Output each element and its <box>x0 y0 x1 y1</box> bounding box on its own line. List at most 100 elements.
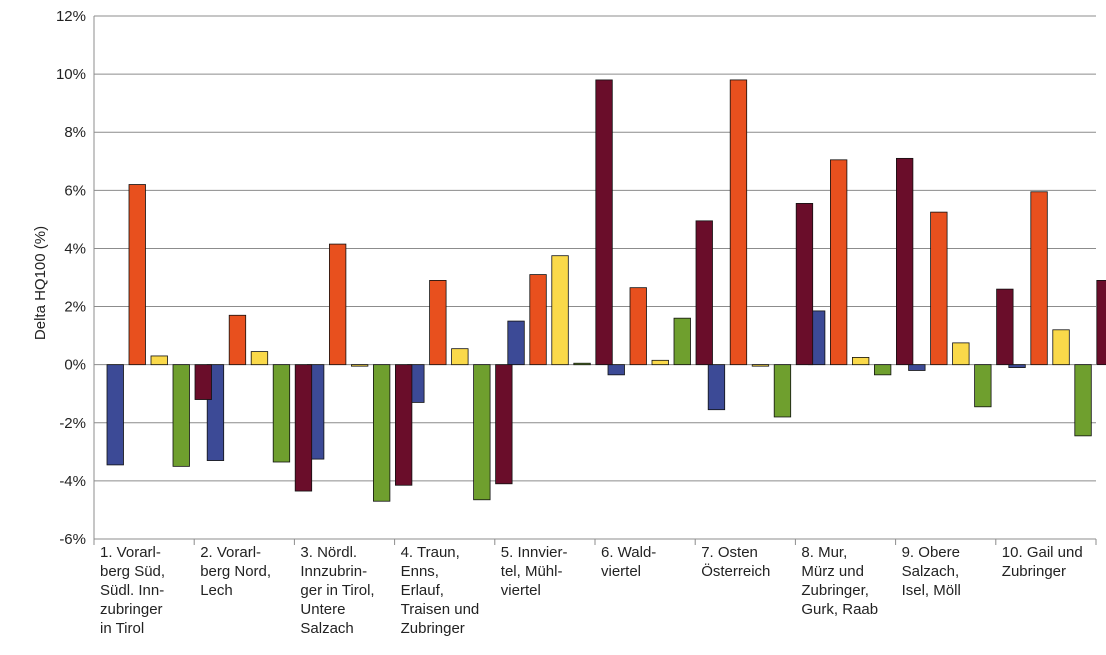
bar <box>1008 364 1026 368</box>
category-labels: 1. Vorarl-berg Süd, Südl. Inn-zubringer in… <box>100 544 1083 637</box>
category-label-line: 8. Mur, <box>801 544 847 561</box>
bar <box>228 314 247 366</box>
category-label-line: Innzubrin- <box>300 563 367 580</box>
category-label-line: Südl. Inn- <box>100 582 164 599</box>
bar <box>1052 329 1070 366</box>
category-label-line: ger in Tirol, <box>300 582 374 599</box>
y-tick-label: 6% <box>64 182 86 199</box>
category-label-line: Gurk, Raab <box>801 601 878 618</box>
bar <box>852 357 870 366</box>
y-tick-label: 0% <box>64 357 86 374</box>
y-tick-label: 12% <box>56 8 86 25</box>
category-label-line: berg Süd, <box>100 563 165 580</box>
y-tick-label: -4% <box>59 473 86 490</box>
bar <box>695 220 713 366</box>
category-label: 1. Vorarl-berg Süd, Südl. Inn-zubringer in… <box>100 544 165 637</box>
category-label-line: berg Nord, <box>200 563 271 580</box>
y-tick-label: 10% <box>56 66 86 83</box>
y-axis-label: Delta HQ100 (%) <box>32 226 49 340</box>
bar <box>473 364 491 501</box>
category-label-line: 5. Innvier- <box>501 544 568 561</box>
category-label-line: 4. Traun, <box>401 544 460 561</box>
bar <box>328 243 347 366</box>
category-label: 4. Traun, Enns, Erlauf, Traisen und Zubringe… <box>401 544 480 637</box>
category-label-line: 6. Wald- <box>601 544 656 561</box>
category-label-line: Enns, <box>401 563 439 580</box>
y-tick-label: 2% <box>64 299 86 316</box>
bar <box>573 362 591 366</box>
bar <box>495 364 513 485</box>
bar <box>830 159 848 366</box>
category-label-line: 3. Nördl. <box>300 544 357 561</box>
bar <box>751 364 770 367</box>
category-label-line: Zubringer, <box>801 582 869 599</box>
bar <box>1074 364 1092 437</box>
category-label-line: viertel <box>601 563 641 580</box>
category-label-line: zubringer <box>100 601 163 618</box>
bar <box>350 364 369 367</box>
category-label-line: viertel <box>501 582 541 599</box>
bar <box>896 157 914 366</box>
category-label-line: 2. Vorarl- <box>200 544 261 561</box>
category-label: 6. Wald-viertel <box>601 544 656 580</box>
category-label-line: Zubringer <box>401 620 465 637</box>
bar <box>595 79 613 366</box>
bar <box>272 364 291 463</box>
category-label-line: 1. Vorarl- <box>100 544 161 561</box>
bar <box>996 288 1014 366</box>
bar <box>908 364 926 371</box>
bar <box>795 203 814 366</box>
y-tick-label: 8% <box>64 124 86 141</box>
category-label-line: 10. Gail und <box>1002 544 1083 561</box>
category-label-line: Lech <box>200 582 233 599</box>
bar <box>974 364 992 408</box>
bar <box>1030 191 1048 366</box>
bar <box>930 211 948 366</box>
bar <box>773 364 792 418</box>
category-label-line: in Tirol <box>100 620 144 637</box>
category-label-line: Untere <box>300 601 345 618</box>
category-label-line: Mürz und <box>801 563 864 580</box>
category-label-line: Österreich <box>701 562 770 580</box>
bar <box>529 274 547 366</box>
bar <box>429 280 447 366</box>
category-label: 5. Innvier-tel, Mühl-viertel <box>501 544 568 599</box>
category-label-line: Salzach <box>300 620 353 637</box>
bars <box>106 79 1106 502</box>
y-tick-labels: -6% -4% -2% 0% 2% 4% 6% 8% 10% 12% <box>56 8 86 548</box>
axes <box>93 16 1097 545</box>
category-label-line: Salzach, <box>902 563 960 580</box>
bar <box>729 79 748 366</box>
bar <box>607 364 625 376</box>
bar <box>629 287 647 366</box>
bar <box>707 364 726 411</box>
bar <box>250 351 269 366</box>
bar <box>651 359 669 366</box>
category-label: 7. Osten Österreich <box>701 544 770 580</box>
bar <box>194 364 212 400</box>
bar <box>874 364 892 376</box>
bar <box>128 184 146 366</box>
bar <box>952 342 970 366</box>
bar <box>673 317 691 366</box>
bar <box>451 348 469 366</box>
bar <box>1096 280 1106 366</box>
bar <box>294 364 313 492</box>
bar <box>106 364 124 466</box>
y-tick-label: 4% <box>64 240 86 257</box>
category-label-line: Zubringer <box>1002 563 1066 580</box>
category-label: 2. Vorarl-berg Nord, Lech <box>200 544 271 599</box>
category-label: 3. Nördl. Innzubrin-ger in Tirol, Untere Sa… <box>300 544 374 637</box>
y-tick-label: -6% <box>59 531 86 548</box>
category-label-line: 9. Obere <box>902 544 960 561</box>
bar <box>172 364 190 467</box>
category-label-line: Erlauf, <box>401 582 444 599</box>
category-label: 9. Obere Salzach, Isel, Möll <box>902 544 961 599</box>
bar <box>150 355 168 366</box>
category-label-line: tel, Mühl- <box>501 563 563 580</box>
bar <box>551 255 569 366</box>
category-label: 8. Mur, Mürz und Zubringer, Gurk, Raab <box>801 544 878 618</box>
category-label: 10. Gail und Zubringer <box>1002 544 1083 580</box>
bar <box>507 320 525 366</box>
